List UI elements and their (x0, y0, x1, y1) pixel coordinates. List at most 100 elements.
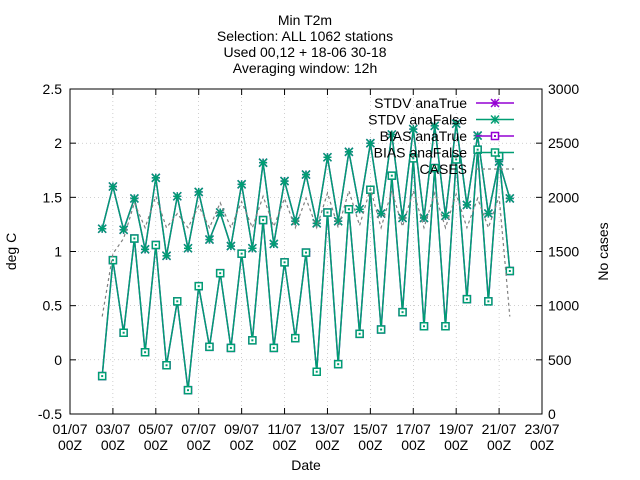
data-point (322, 152, 332, 162)
marker-d2 (387, 129, 397, 140)
x-tick-label: 00Z (272, 437, 297, 453)
y2-tick-label: 1500 (548, 244, 579, 260)
data-point (119, 328, 128, 337)
marker-d2 (226, 241, 236, 251)
data-point (97, 224, 107, 234)
x-tick-label: 23/07 (524, 421, 559, 437)
marker-dot (476, 148, 479, 151)
x-tick-label: 09/07 (224, 421, 259, 437)
marker-d2 (97, 224, 107, 234)
data-point (215, 207, 225, 218)
y-tick-label: 2 (54, 135, 62, 151)
marker-d2 (280, 176, 290, 186)
marker-d2 (129, 193, 139, 203)
data-point (205, 342, 214, 352)
marker-d2 (490, 114, 500, 125)
marker-dot (444, 325, 447, 328)
marker-d2 (237, 179, 247, 189)
data-point (398, 307, 407, 317)
data-point (226, 343, 236, 353)
marker-dot (197, 285, 200, 288)
y-tick-label: -0.5 (38, 406, 62, 422)
data-point (194, 187, 204, 197)
data-point (484, 297, 493, 306)
data-point (462, 294, 472, 304)
marker-dot (305, 251, 307, 254)
x-axis-label: Date (291, 457, 321, 473)
data-point (462, 200, 472, 210)
marker-dot (465, 298, 468, 301)
data-point (151, 173, 161, 183)
data-point (430, 121, 440, 131)
marker-dot (262, 219, 265, 222)
marker-dot (315, 370, 318, 373)
data-point (505, 193, 515, 203)
marker-d2 (355, 204, 365, 214)
data-point (451, 119, 461, 129)
data-point (162, 251, 172, 261)
data-point (140, 348, 150, 357)
marker-dot (165, 364, 168, 367)
data-point (97, 371, 107, 381)
title-line: Averaging window: 12h (233, 60, 378, 76)
marker-d2 (483, 209, 493, 219)
x-tick-label: 07/07 (181, 421, 216, 437)
marker-dot (337, 363, 340, 366)
marker-dot (347, 208, 350, 211)
data-point (108, 181, 118, 192)
x-tick-label: 00Z (401, 437, 426, 453)
title-line: Min T2m (278, 12, 332, 28)
data-point (365, 138, 375, 148)
title-line: Selection: ALL 1062 stations (217, 28, 393, 44)
x-tick-label: 00Z (487, 437, 512, 453)
marker-d2 (451, 119, 461, 129)
marker-dot (111, 259, 114, 262)
marker-dot (423, 325, 425, 328)
data-point (344, 147, 354, 157)
marker-d2 (365, 138, 375, 148)
marker-d2 (119, 225, 129, 235)
marker-dot (144, 351, 147, 354)
y2-tick-label: 2000 (548, 189, 579, 205)
legend-label: CASES (420, 161, 467, 177)
data-point (194, 281, 203, 291)
data-point (490, 148, 500, 157)
data-point (140, 244, 150, 254)
legend-item: STDV anaFalse (368, 112, 514, 128)
marker-dot (176, 300, 179, 303)
legend-label: BIAS anaFalse (374, 145, 468, 161)
data-point (280, 258, 289, 267)
data-point (108, 255, 118, 265)
marker-dot (380, 328, 383, 331)
x-tick-label: 15/07 (353, 421, 388, 437)
data-point (483, 209, 493, 219)
x-tick-label: 01/07 (52, 421, 87, 437)
x-tick-label: 00Z (187, 437, 212, 453)
data-point (291, 333, 300, 343)
marker-dot (240, 252, 243, 255)
marker-d2 (322, 152, 332, 162)
marker-d2 (269, 239, 279, 249)
marker-d2 (172, 191, 182, 201)
marker-d2 (247, 243, 257, 253)
marker-d2 (430, 121, 440, 131)
data-point (172, 191, 182, 201)
data-point (151, 240, 161, 250)
marker-dot (390, 174, 393, 177)
y-axis-label: deg C (3, 233, 19, 270)
marker-dot (358, 332, 361, 335)
data-point (204, 235, 214, 245)
x-tick-label: 00Z (101, 437, 126, 453)
legend-label: STDV anaFalse (368, 112, 467, 128)
marker-d2 (140, 244, 150, 254)
marker-dot (229, 346, 232, 349)
y2-tick-label: 500 (548, 352, 572, 368)
legend-label: STDV anaTrue (374, 95, 467, 111)
y2-tick-label: 2500 (548, 135, 579, 151)
data-point (173, 297, 182, 306)
marker-dot (326, 211, 329, 214)
data-point (130, 234, 139, 243)
data-point (441, 322, 450, 331)
data-point (323, 208, 332, 217)
